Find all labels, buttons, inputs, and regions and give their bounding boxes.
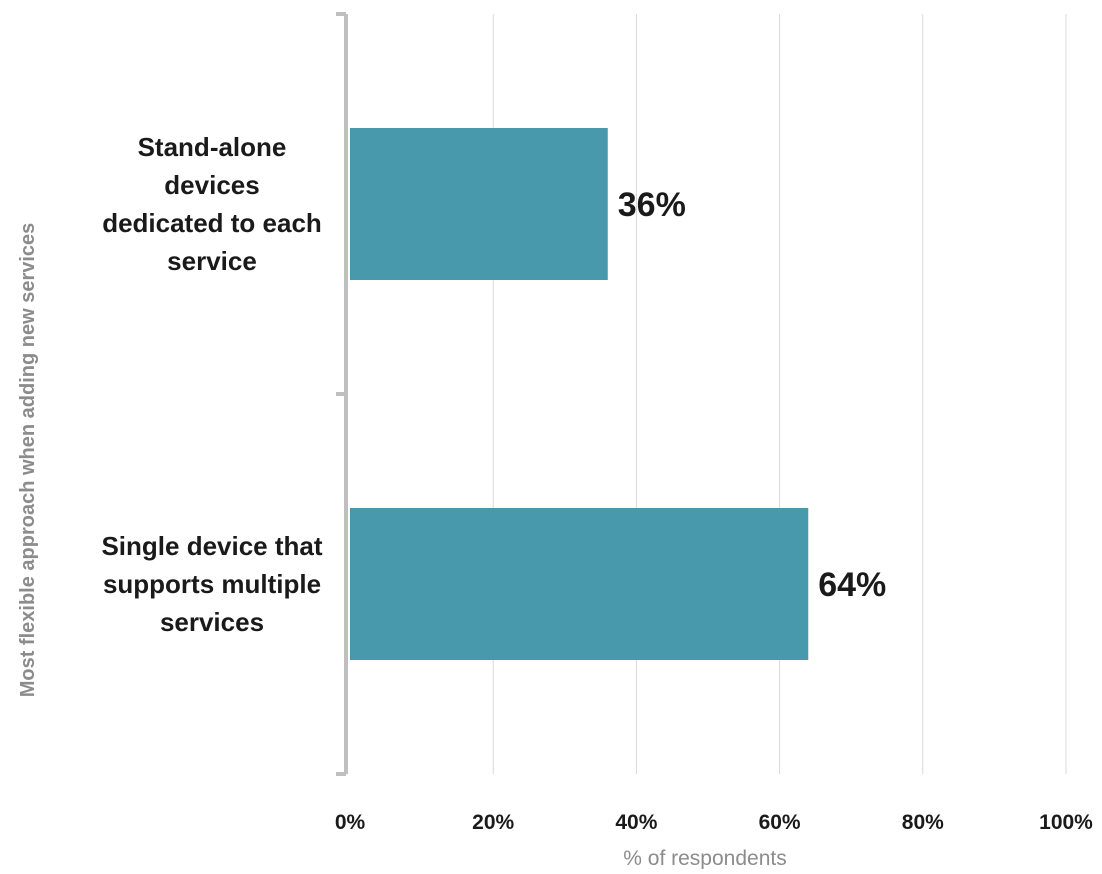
category-label-line: devices: [164, 170, 259, 200]
data-label: 36%: [618, 186, 686, 224]
category-label: Single device that supports multiple servi…: [101, 531, 322, 637]
category-label-line: service: [167, 246, 257, 276]
x-tick-labels: 0% 20% 40% 60% 80% 100%: [335, 811, 1093, 834]
category-label-line: services: [160, 607, 264, 637]
x-tick-label: 40%: [615, 811, 657, 834]
x-tick-label: 60%: [759, 811, 801, 834]
category-labels: Stand-alone devices dedicated to each servi…: [101, 132, 322, 637]
category-label-line: dedicated to each: [102, 208, 322, 238]
bars: [350, 128, 809, 660]
category-label: Stand-alone devices dedicated to each servi…: [102, 132, 322, 276]
data-label: 64%: [818, 566, 886, 604]
y-axis-title: Most flexible approach when adding new s…: [17, 223, 39, 698]
x-tick-label: 20%: [472, 811, 514, 834]
x-tick-label: 100%: [1039, 811, 1093, 834]
bar: [350, 128, 608, 280]
category-label-line: Single device that: [101, 531, 322, 561]
y-axis: [336, 12, 348, 776]
x-axis-title: % of respondents: [623, 847, 786, 869]
category-label-line: supports multiple: [103, 569, 321, 599]
category-label-line: Stand-alone: [138, 132, 287, 162]
x-tick-label: 80%: [902, 811, 944, 834]
bar: [350, 508, 809, 660]
data-labels: 36% 64%: [618, 186, 887, 604]
x-tick-label: 0%: [335, 811, 366, 834]
